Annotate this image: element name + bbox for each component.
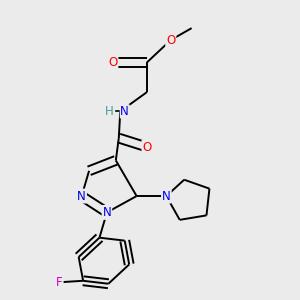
Text: F: F [56, 276, 63, 289]
Text: O: O [108, 56, 118, 69]
Text: H: H [105, 105, 113, 118]
Text: N: N [120, 105, 129, 118]
Text: O: O [142, 140, 152, 154]
Text: N: N [77, 190, 86, 202]
Text: N: N [162, 190, 171, 202]
Text: N: N [103, 206, 111, 219]
Text: O: O [166, 34, 176, 46]
